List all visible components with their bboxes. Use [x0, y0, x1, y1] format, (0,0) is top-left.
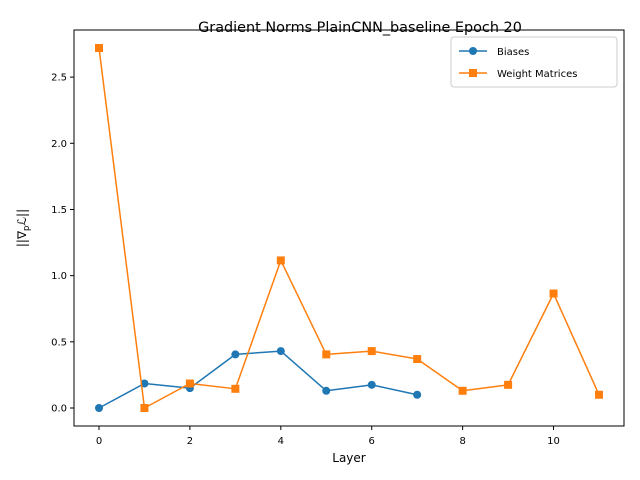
legend-label: Weight Matrices [497, 69, 577, 80]
series-weight-matrices [95, 44, 603, 412]
x-axis-label: Layer [332, 451, 366, 465]
weight-matrices-point [458, 386, 467, 395]
x-tick-label: 10 [547, 436, 560, 447]
y-tick-label: 1.5 [51, 205, 67, 216]
y-tick-label: 2.5 [51, 73, 67, 84]
legend-marker [469, 47, 477, 55]
y-axis: 0.0 0.5 1.0 1.5 2.0 2.5 [51, 73, 74, 415]
legend-label: Biases [497, 47, 529, 58]
x-axis: 0 2 4 6 8 10 [96, 426, 560, 447]
y-tick-label: 0.5 [51, 337, 67, 348]
biases-point [95, 404, 103, 412]
weight-matrices-point [322, 350, 331, 359]
weight-matrices-point [231, 384, 240, 393]
x-tick-label: 6 [369, 436, 375, 447]
biases-point [140, 379, 149, 388]
biases-point [367, 380, 376, 389]
weight-matrices-point [549, 289, 558, 298]
y-axis-label-subscript: p [22, 226, 32, 231]
y-axis-label: ||∇pℒ|| [15, 209, 32, 247]
x-tick-label: 8 [459, 436, 465, 447]
x-tick-label: 0 [96, 436, 102, 447]
weight-matrices-point [140, 404, 149, 412]
legend-entry: Biases [459, 47, 529, 58]
chart-title: Gradient Norms PlainCNN_baseline Epoch 2… [198, 20, 522, 36]
legend-box [450, 36, 618, 88]
y-axis-label-head: ||∇ [15, 230, 29, 247]
weight-matrices-point [276, 256, 285, 265]
legend-marker [469, 69, 477, 77]
series-layer [95, 44, 603, 412]
y-tick-label: 0.0 [51, 404, 67, 415]
biases-point [276, 347, 285, 356]
weight-matrices-point [367, 347, 376, 356]
y-axis-label-tail: ℒ|| [15, 209, 29, 226]
biases-point [322, 386, 331, 395]
y-tick-label: 2.0 [51, 139, 67, 150]
biases-line [98, 350, 418, 409]
weight-matrices-point [413, 355, 422, 364]
plot-area [73, 29, 625, 427]
legend-entry: Weight Matrices [459, 69, 577, 80]
weight-matrices-point [95, 44, 103, 52]
legend: Biases Weight Matrices [450, 36, 618, 88]
weight-matrices-point [504, 380, 513, 389]
biases-point [231, 350, 240, 359]
x-tick-label: 2 [187, 436, 193, 447]
weight-matrices-line [98, 47, 600, 409]
x-tick-label: 4 [278, 436, 284, 447]
weight-matrices-point [595, 390, 603, 399]
y-tick-label: 1.0 [51, 271, 67, 282]
weight-matrices-point [185, 379, 194, 388]
biases-point [413, 390, 422, 399]
